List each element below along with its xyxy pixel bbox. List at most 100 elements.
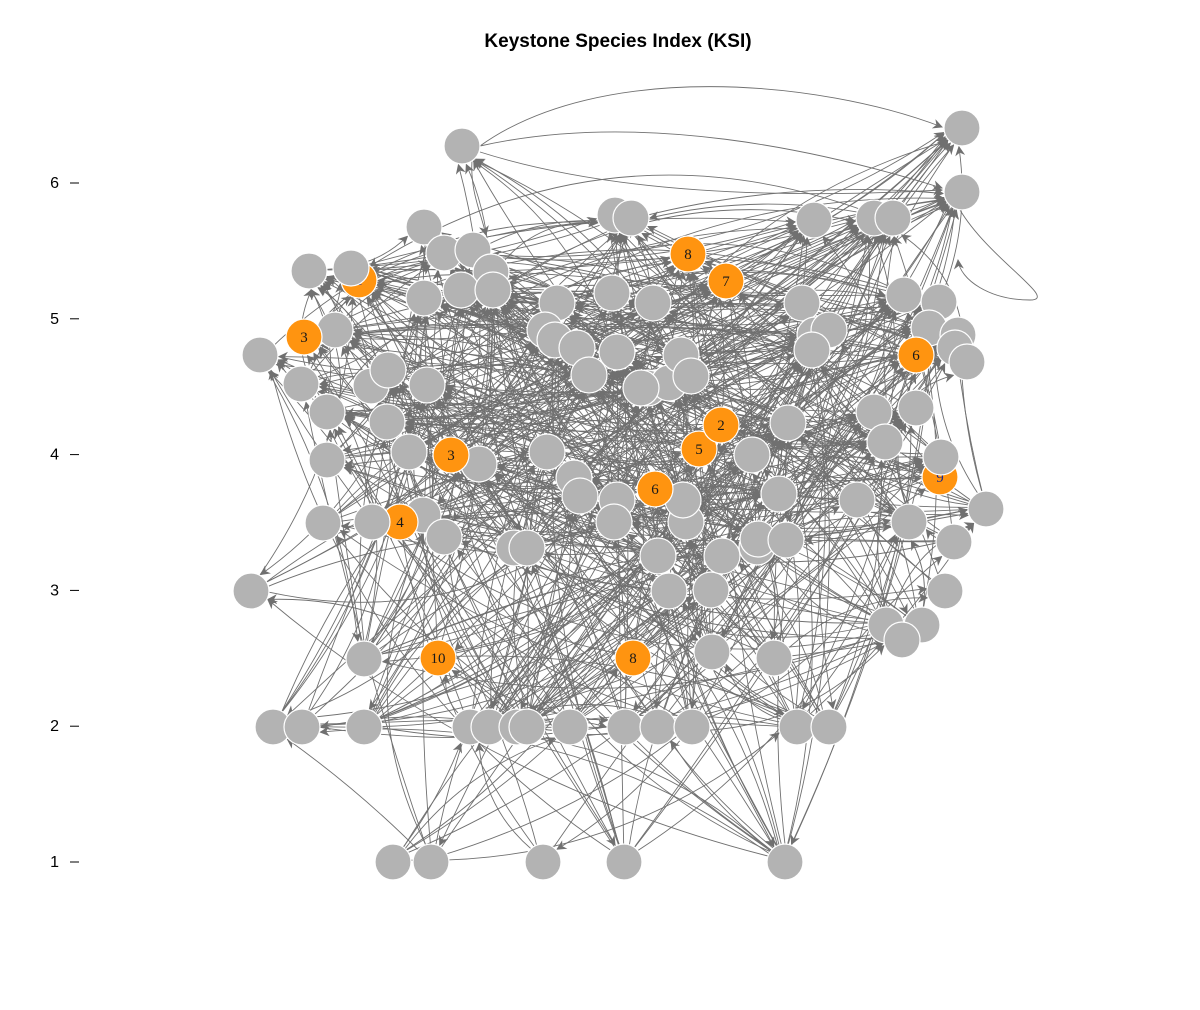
food-web-edge xyxy=(334,331,812,412)
species-node xyxy=(793,331,831,369)
food-web-edge xyxy=(877,352,955,619)
keystone-rank-label: 4 xyxy=(396,515,404,531)
y-tick-label: 2 xyxy=(50,718,59,735)
species-node xyxy=(405,279,443,317)
species-node xyxy=(304,504,342,542)
food-web-edge xyxy=(490,289,623,856)
species-node xyxy=(874,199,912,237)
species-node xyxy=(332,249,370,287)
species-node xyxy=(570,356,608,394)
species-node xyxy=(595,503,633,541)
species-node xyxy=(241,336,279,374)
food-web-edge xyxy=(457,549,781,858)
species-node xyxy=(885,276,923,314)
food-web-edge xyxy=(439,506,615,847)
species-node xyxy=(778,708,816,746)
keystone-species-node xyxy=(614,639,652,677)
species-node xyxy=(405,208,443,246)
food-web-edge xyxy=(697,534,897,723)
species-node xyxy=(935,523,973,561)
food-web-edge xyxy=(494,473,769,655)
keystone-rank-label: 3 xyxy=(300,330,308,346)
y-tick-label: 5 xyxy=(50,311,59,328)
species-node xyxy=(672,357,710,395)
species-node xyxy=(368,403,406,441)
species-node xyxy=(308,441,346,479)
node-layer: 13341086528769 xyxy=(232,109,1005,881)
species-node xyxy=(622,369,660,407)
species-node xyxy=(733,436,771,474)
species-node xyxy=(948,343,986,381)
food-web-edge xyxy=(531,295,718,543)
species-node xyxy=(443,127,481,165)
food-web-edge xyxy=(595,345,909,365)
food-web-edge xyxy=(478,295,879,445)
food-web-edge xyxy=(801,555,943,722)
species-node xyxy=(612,199,650,237)
food-web-edge xyxy=(693,506,968,529)
food-web-edge xyxy=(378,308,923,520)
species-node xyxy=(922,438,960,476)
food-web-edge xyxy=(497,217,599,270)
food-web-edge xyxy=(830,425,917,721)
keystone-rank-label: 10 xyxy=(431,651,446,667)
keystone-species-node xyxy=(680,430,718,468)
food-web-edge xyxy=(929,345,985,503)
species-node xyxy=(290,252,328,290)
species-node xyxy=(795,201,833,239)
food-web-edge xyxy=(790,528,907,846)
keystone-rank-label: 3 xyxy=(447,448,455,464)
food-web-edge xyxy=(474,742,540,857)
food-web-edge xyxy=(306,354,378,653)
food-web-edge xyxy=(739,293,936,473)
species-node xyxy=(639,708,677,746)
food-web-edge xyxy=(430,493,761,533)
food-web-edge xyxy=(721,360,913,638)
food-web-edge xyxy=(405,419,934,458)
species-node xyxy=(283,708,321,746)
species-node xyxy=(442,271,480,309)
keystone-species-node xyxy=(636,470,674,508)
food-web-edge xyxy=(489,310,557,710)
keystone-rank-label: 2 xyxy=(717,418,725,434)
food-web-edge xyxy=(454,471,568,721)
keystone-species-node xyxy=(419,639,457,677)
food-web-edge xyxy=(584,335,940,390)
species-node xyxy=(866,423,904,461)
food-web-edge xyxy=(306,465,535,722)
food-web-edge xyxy=(788,311,897,534)
keystone-rank-label: 9 xyxy=(936,470,944,486)
species-node xyxy=(883,621,921,659)
species-node xyxy=(425,518,463,556)
food-web-edge xyxy=(320,340,880,623)
food-web-edge xyxy=(268,369,621,857)
species-node xyxy=(760,475,798,513)
species-node xyxy=(308,393,346,431)
food-web-edge xyxy=(268,370,540,856)
species-node xyxy=(967,490,1005,528)
chart-title: Keystone Species Index (KSI) xyxy=(484,31,751,52)
food-web-edge xyxy=(573,233,884,722)
food-web-edge xyxy=(398,736,556,858)
species-node xyxy=(551,708,589,746)
species-node xyxy=(810,708,848,746)
food-web-edge xyxy=(399,732,780,861)
food-web-edge xyxy=(661,413,858,487)
species-node xyxy=(282,365,320,403)
food-web-edge xyxy=(433,512,574,856)
species-node xyxy=(605,843,643,881)
food-web-edge xyxy=(910,540,925,619)
food-web-edge xyxy=(349,338,706,587)
species-node xyxy=(767,521,805,559)
keystone-species-node xyxy=(897,336,935,374)
species-node xyxy=(412,843,450,881)
food-web-edge xyxy=(618,232,710,584)
food-web-edge xyxy=(637,234,756,533)
food-web-edge xyxy=(672,350,807,585)
species-node xyxy=(508,708,546,746)
y-axis: 1 2 3 4 5 6 xyxy=(50,175,79,871)
food-web-edge xyxy=(319,726,779,861)
food-web-edge xyxy=(687,442,722,720)
keystone-species-node xyxy=(285,318,323,356)
